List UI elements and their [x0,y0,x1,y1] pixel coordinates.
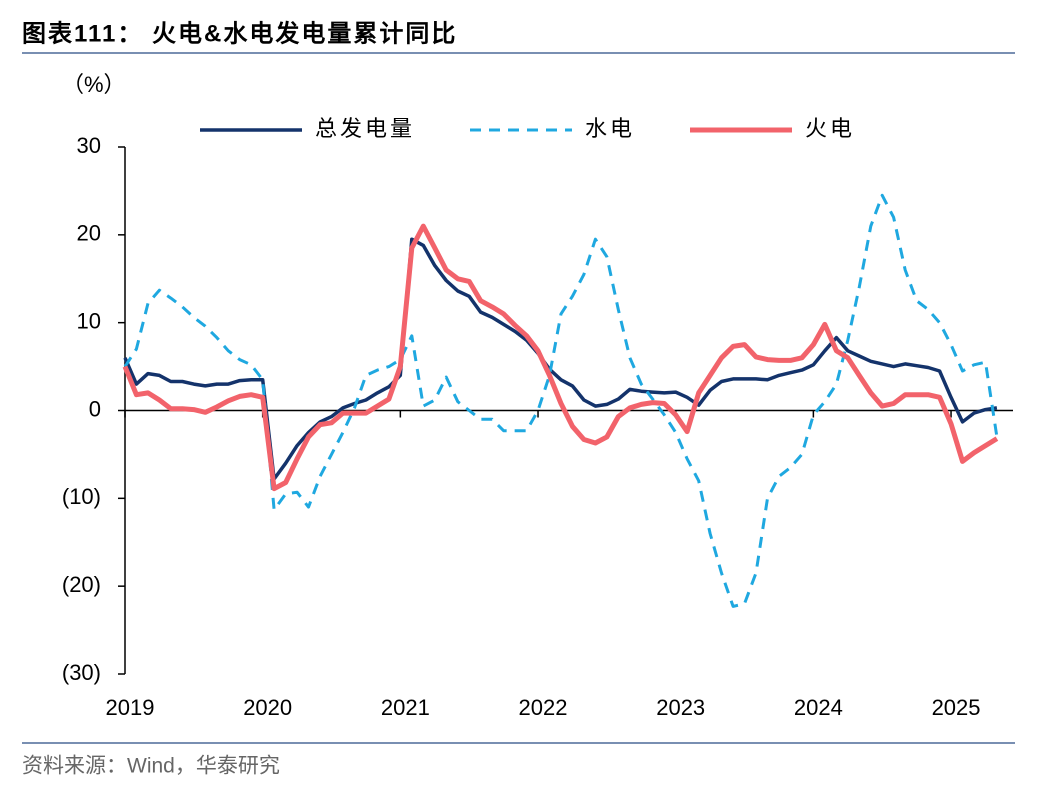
series-line [123,237,998,481]
y-tick-label: 0 [89,396,101,421]
y-axis-label: （%） [62,72,126,97]
x-tick-label: 2022 [519,695,568,720]
y-tick-label: 30 [77,133,101,158]
x-tick-label: 2019 [106,695,155,720]
x-tick-label: 2021 [381,695,430,720]
legend-label: 水电 [585,116,635,141]
y-tick-label: 10 [77,308,101,333]
x-tick-label: 2020 [243,695,292,720]
legend-label: 火电 [805,116,855,141]
x-tick-label: 2024 [794,695,843,720]
y-tick-label: (20) [62,572,101,597]
chart-title: 图表111： 火电&水电发电量累计同比 [22,19,457,47]
legend-label: 总发电量 [315,116,415,141]
y-tick-label: 20 [77,221,101,246]
source: 资料来源：Wind，华泰研究 [22,755,280,778]
y-tick-label: (10) [62,484,101,509]
x-tick-label: 2025 [932,695,981,720]
x-tick-label: 2023 [656,695,705,720]
y-tick-label: (30) [62,660,101,685]
series-line [122,223,999,492]
